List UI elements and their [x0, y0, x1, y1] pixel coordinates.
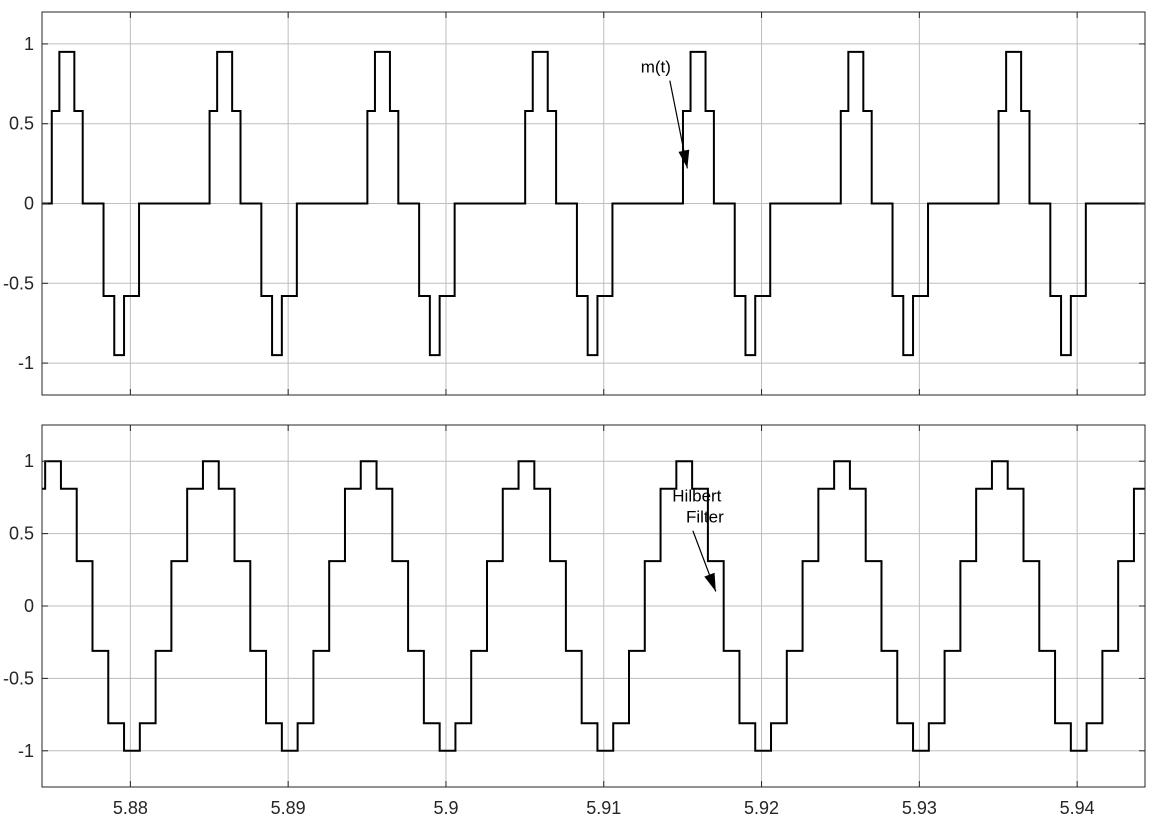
bottom-axes: 1 0.5 0 -0.5 -1 5.88 5.89 5.9 5.91 5.92 5.93 5.94 Hi… — [3, 424, 1146, 818]
x-tick-label: 5.92 — [744, 798, 779, 818]
y-tick-label: -0.5 — [3, 668, 34, 688]
annotation-arrowhead — [678, 149, 690, 169]
x-tick-label: 5.89 — [271, 798, 306, 818]
x-tick-label: 5.93 — [902, 798, 937, 818]
annotation-label: Hilbert Filter — [672, 487, 724, 527]
y-tick-label: -0.5 — [3, 273, 34, 293]
x-tick-label: 5.91 — [586, 798, 621, 818]
y-tick-label: 0.5 — [9, 114, 34, 134]
x-tick-label: 5.9 — [433, 798, 458, 818]
y-tick-label: 0 — [24, 596, 34, 616]
y-tick-label: 1 — [24, 34, 34, 54]
signal-trace — [42, 460, 1145, 752]
y-tick-label: 1 — [24, 451, 34, 471]
annotation-arrowhead — [704, 572, 716, 592]
x-tick-label: 5.94 — [1060, 798, 1095, 818]
signal-trace — [42, 50, 1145, 357]
x-tick-label: 5.88 — [113, 798, 148, 818]
annotation-label: m(t) — [641, 58, 671, 77]
y-tick-label: 0 — [24, 194, 34, 214]
top-axes: 1 0.5 0 -0.5 -1 m(t) — [3, 11, 1146, 396]
y-tick-label: -1 — [18, 741, 34, 761]
y-tick-label: -1 — [18, 353, 34, 373]
y-tick-label: 0.5 — [9, 524, 34, 544]
